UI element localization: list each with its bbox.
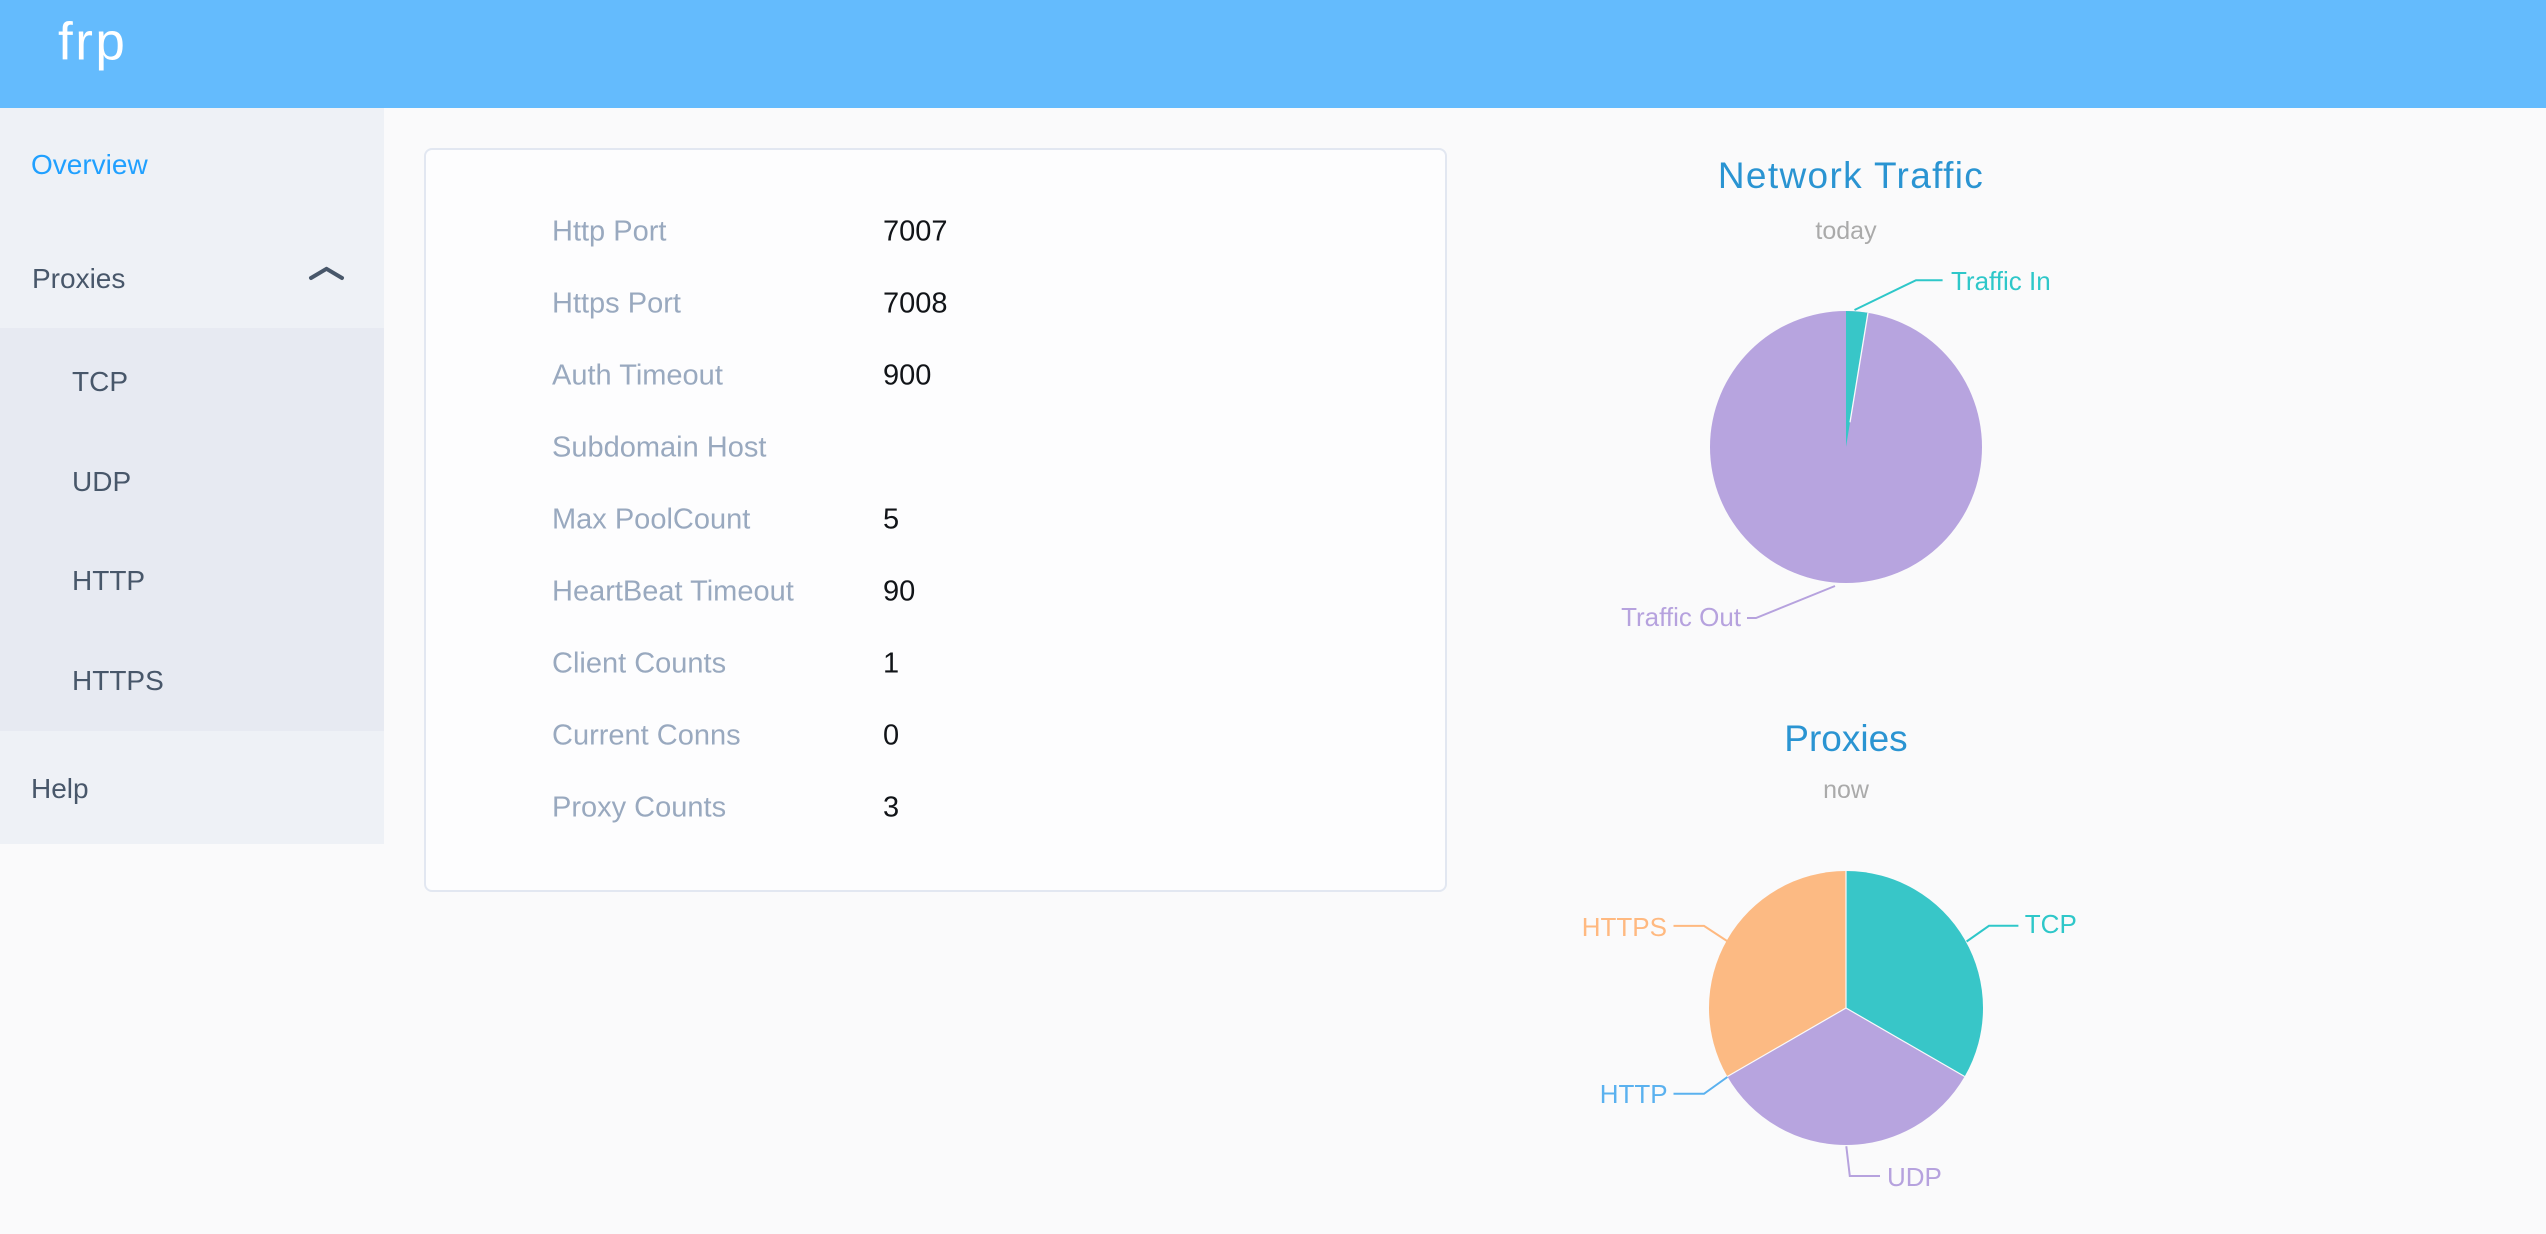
svg-text:HTTPS: HTTPS <box>1582 912 1667 942</box>
svg-text:now: now <box>1823 776 1870 804</box>
svg-text:UDP: UDP <box>1887 1162 1942 1192</box>
svg-text:Proxies: Proxies <box>1784 718 1907 759</box>
svg-text:Traffic In: Traffic In <box>1951 266 2051 296</box>
svg-text:Network Traffic: Network Traffic <box>1718 155 1984 196</box>
svg-text:HTTP: HTTP <box>1600 1079 1668 1109</box>
svg-text:TCP: TCP <box>2025 909 2077 939</box>
svg-text:today: today <box>1815 217 1877 245</box>
svg-text:Traffic Out: Traffic Out <box>1621 602 1742 632</box>
